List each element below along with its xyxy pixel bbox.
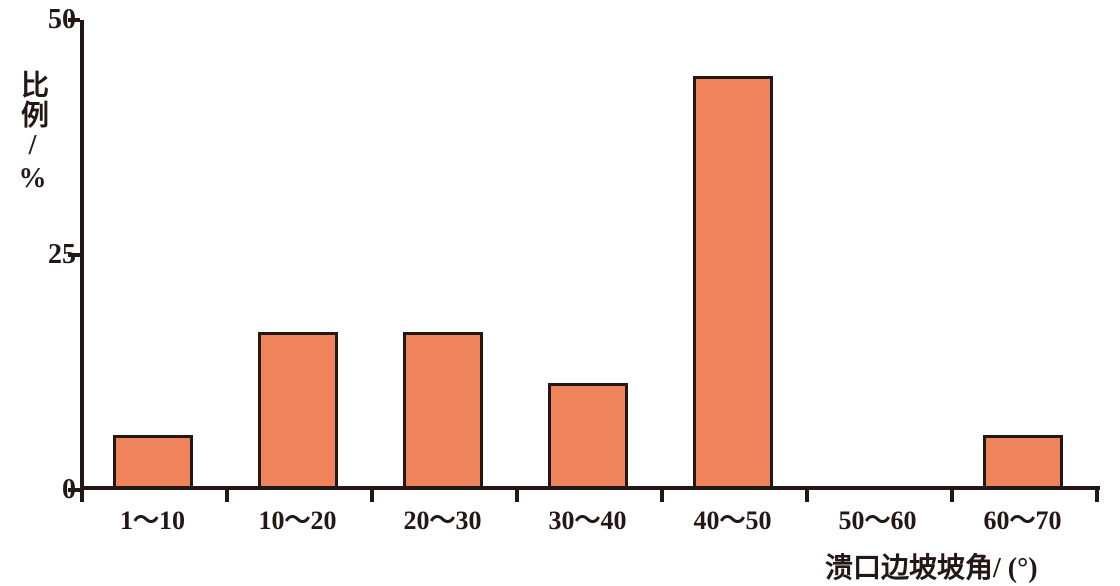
x-tick-label: 10～20: [258, 500, 336, 537]
x-tick-label: 30～40: [548, 500, 626, 537]
y-tick: [68, 253, 80, 257]
bar: [258, 332, 338, 486]
x-tick-label: 50～60: [838, 500, 916, 537]
x-tick: [1095, 490, 1099, 502]
plot-area: [80, 20, 1100, 490]
bar: [403, 332, 483, 486]
x-tick: [80, 490, 84, 502]
y-axis-label: 比例/%: [12, 70, 52, 196]
bar: [693, 76, 773, 486]
bar: [548, 383, 628, 486]
y-axis-line: [80, 20, 84, 490]
x-tick: [225, 490, 229, 502]
bar: [113, 435, 193, 486]
x-tick: [660, 490, 664, 502]
bar-chart: 比例/% 02550 1～1010～2020～3030～4040～5050～60…: [0, 0, 1120, 582]
y-tick: [68, 488, 80, 492]
x-axis-line: [80, 486, 1100, 490]
y-tick: [68, 18, 80, 22]
x-tick: [805, 490, 809, 502]
x-tick: [950, 490, 954, 502]
x-tick-label: 20～30: [403, 500, 481, 537]
x-tick: [370, 490, 374, 502]
bar: [983, 435, 1063, 486]
x-axis-label: 溃口边坡坡角/ (°): [825, 546, 1038, 586]
x-tick-label: 1～10: [120, 500, 185, 537]
x-tick-label: 60～70: [983, 500, 1061, 537]
x-tick: [515, 490, 519, 502]
x-tick-label: 40～50: [693, 500, 771, 537]
